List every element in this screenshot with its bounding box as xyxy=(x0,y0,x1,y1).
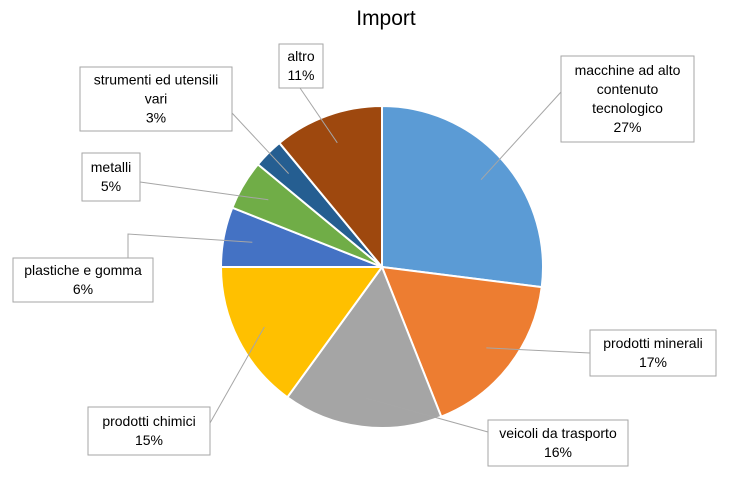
data-label: plastiche e gomma 6% xyxy=(12,257,154,303)
leader-line xyxy=(139,181,269,201)
data-labels: macchine ad alto contenuto tecnologico 27% p… xyxy=(12,43,717,467)
leader-line xyxy=(127,233,253,258)
category-label: altro xyxy=(287,48,314,64)
data-label: strumenti ed utensili vari 3% xyxy=(79,66,233,132)
data-label-box xyxy=(589,329,717,377)
data-label-box xyxy=(87,406,211,456)
data-label-box xyxy=(487,419,629,467)
value-label: 15% xyxy=(135,432,163,448)
leader-line xyxy=(486,347,591,354)
value-label: 17% xyxy=(639,354,667,370)
data-label-box xyxy=(81,152,141,202)
leader-line xyxy=(299,87,338,144)
data-label: altro 11% xyxy=(278,43,324,89)
category-label: prodotti chimici xyxy=(102,413,195,429)
pie-slice xyxy=(219,266,384,399)
value-label: 27% xyxy=(613,119,641,135)
leader-line xyxy=(365,397,489,433)
leader-lines xyxy=(127,87,591,433)
category-label: plastiche e gomma xyxy=(24,262,142,278)
category-label: metalli xyxy=(91,159,131,175)
value-label: 16% xyxy=(544,444,572,460)
chart-title: Import xyxy=(356,7,416,30)
pie-slices xyxy=(219,104,544,429)
data-label: macchine ad alto contenuto tecnologico 27% xyxy=(560,55,695,143)
data-label-box xyxy=(79,66,233,132)
data-label: prodotti minerali 17% xyxy=(589,329,717,377)
leader-line xyxy=(209,326,265,424)
data-label-box xyxy=(560,55,695,143)
value-label: 11% xyxy=(288,67,315,83)
data-label: veicoli da trasporto 16% xyxy=(487,419,629,467)
value-label: 6% xyxy=(73,281,93,297)
data-label-box xyxy=(12,257,154,303)
value-label: 5% xyxy=(101,178,121,194)
category-label: strumenti ed utensili xyxy=(94,72,219,88)
category-label: macchine ad alto xyxy=(575,62,681,78)
category-label: vari xyxy=(145,91,168,107)
pie-slice xyxy=(285,264,443,429)
category-label: tecnologico xyxy=(592,100,663,116)
data-label: metalli 5% xyxy=(81,152,141,202)
value-label: 3% xyxy=(146,110,166,126)
pie-slice xyxy=(380,265,543,418)
category-label: contenuto xyxy=(597,81,659,97)
pie-slice xyxy=(277,104,383,270)
category-label: veicoli da trasporto xyxy=(499,425,617,441)
leader-line xyxy=(480,91,562,181)
data-label-box xyxy=(278,43,324,89)
pie-slice xyxy=(381,104,544,289)
leader-line xyxy=(231,112,290,174)
category-label: prodotti minerali xyxy=(603,335,703,351)
data-label: prodotti chimici 15% xyxy=(87,406,211,456)
